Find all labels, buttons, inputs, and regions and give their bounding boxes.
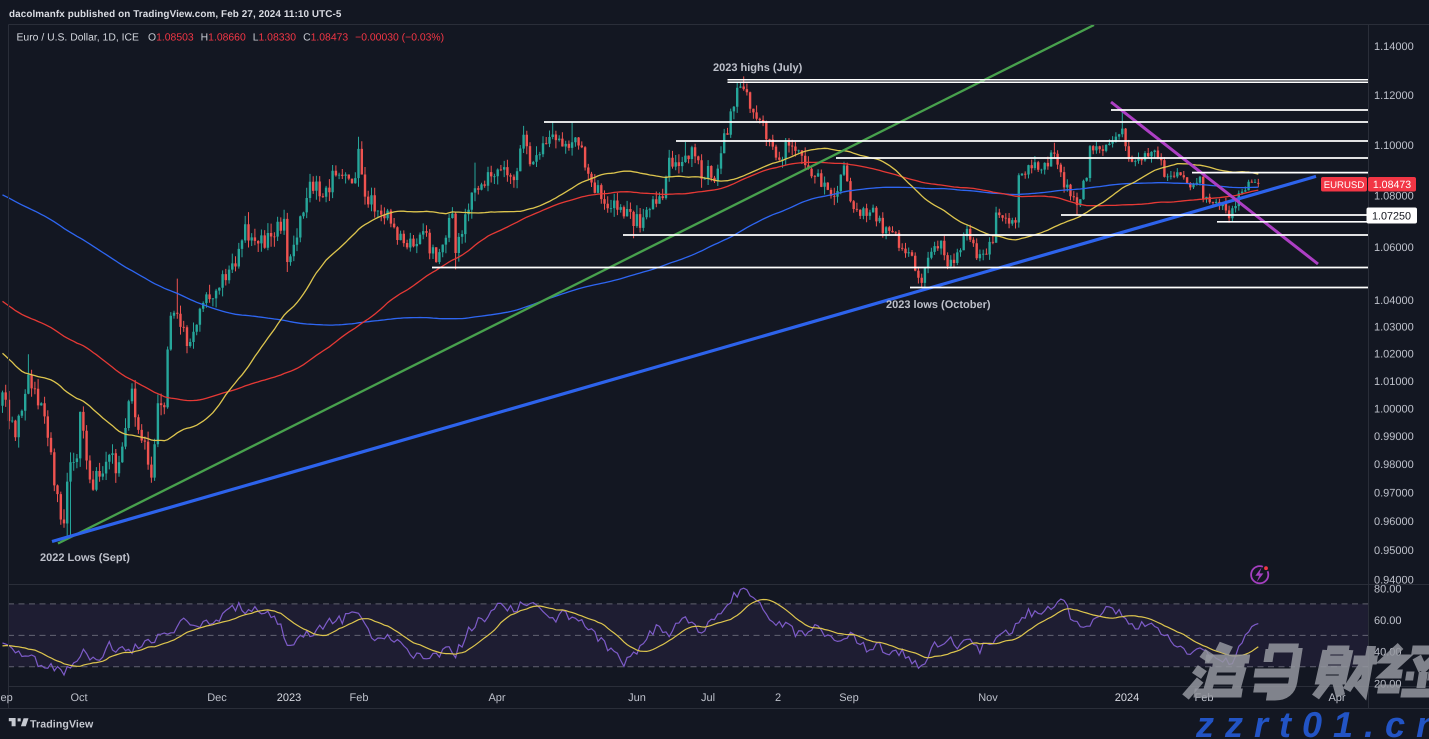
svg-text:60.00: 60.00 [1374,615,1402,627]
svg-text:2022 Lows (Sept): 2022 Lows (Sept) [40,552,130,564]
svg-text:0.98000: 0.98000 [1374,459,1414,471]
svg-text:dacolmanfx published on Tradin: dacolmanfx published on TradingView.com,… [9,9,342,20]
svg-text:1.08473: 1.08473 [1373,179,1411,191]
svg-text:Nov: Nov [978,692,998,704]
svg-text:1.03000: 1.03000 [1374,322,1414,334]
svg-text:1.06000: 1.06000 [1374,242,1414,254]
svg-text:2023 highs (July): 2023 highs (July) [713,62,803,74]
svg-text:2023 lows (October): 2023 lows (October) [886,299,991,311]
svg-text:1.10000: 1.10000 [1374,140,1414,152]
svg-text:EURUSD: EURUSD [1324,180,1365,191]
svg-text:Apr: Apr [488,692,505,704]
svg-text:2023: 2023 [277,692,301,704]
svg-text:1.07250: 1.07250 [1372,211,1411,223]
svg-text:2: 2 [775,692,781,704]
svg-text:Dec: Dec [207,692,227,704]
svg-text:2024: 2024 [1115,692,1139,704]
svg-text:1.08000: 1.08000 [1374,191,1414,203]
svg-text:Sep: Sep [0,692,13,704]
svg-text:0.95000: 0.95000 [1374,545,1414,557]
svg-text:1.14000: 1.14000 [1374,41,1414,53]
svg-text:80.00: 80.00 [1374,584,1402,596]
svg-text:Feb: Feb [350,692,369,704]
svg-text:1.01000: 1.01000 [1374,376,1414,388]
svg-text:Jun: Jun [628,692,646,704]
svg-text:Sep: Sep [839,692,859,704]
svg-text:1.04000: 1.04000 [1374,295,1414,307]
svg-text:Euro / U.S. Dollar, 1D, ICE: Euro / U.S. Dollar, 1D, ICE [17,33,139,44]
svg-text:0.99000: 0.99000 [1374,431,1414,443]
svg-text:TradingView: TradingView [30,718,94,730]
svg-text:Jul: Jul [701,692,715,704]
svg-text:1.02000: 1.02000 [1374,349,1414,361]
svg-text:0.97000: 0.97000 [1374,488,1414,500]
svg-text:0.96000: 0.96000 [1374,516,1414,528]
svg-text:1.12000: 1.12000 [1374,90,1414,102]
svg-text:0.94000: 0.94000 [1374,574,1414,586]
svg-text:1.00000: 1.00000 [1374,403,1414,415]
svg-text:zzrt01.cn: zzrt01.cn [1195,704,1429,739]
svg-text:Oct: Oct [70,692,87,704]
